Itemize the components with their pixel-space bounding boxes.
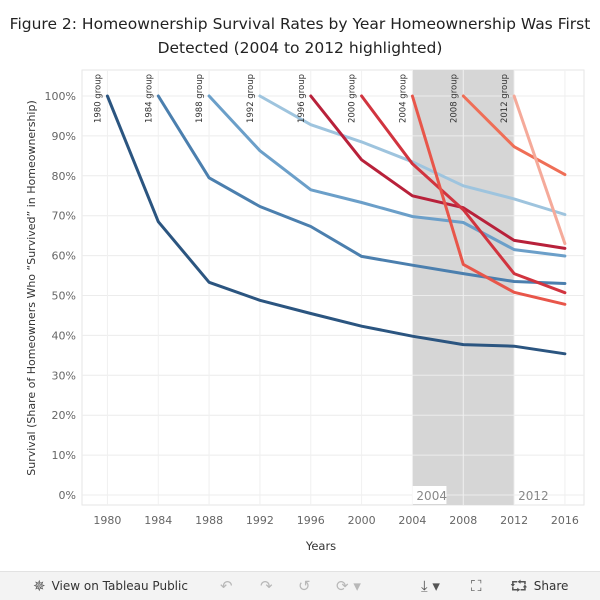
series-group-label: 1984 group [144,74,154,123]
series-line [105,94,567,356]
view-on-tableau-link[interactable]: ✵ View on Tableau Public [33,572,188,600]
y-tick-label: 40% [52,329,76,342]
x-tick-label: 1988 [195,514,223,527]
series-line [461,94,567,177]
x-tick-label: 1992 [246,514,274,527]
highlight-label-end: 2012 [518,489,549,503]
download-button[interactable]: ⤓ ▾ [421,572,440,600]
series-group-label: 2008 group [449,74,459,123]
revert-icon: ↺ [298,577,311,595]
x-tick-label: 1984 [144,514,172,527]
share-label: Share [533,579,569,593]
y-tick-label: 20% [52,409,76,422]
series-group-label: 2012 group [500,74,510,123]
undo-icon: ↶ [220,577,233,595]
series-line [156,94,567,285]
x-tick-label: 1980 [93,514,121,527]
share-button[interactable]: ⮔ Share [510,572,568,600]
series-group-label: 2000 group [348,74,358,123]
x-tick-label: 2004 [398,514,426,527]
series-group-label: 2004 group [398,74,408,123]
chart-title: Figure 2: Homeownership Survival Rates b… [0,12,600,60]
series-line [309,94,567,250]
tableau-icon: ✵ [33,577,46,595]
view-on-tableau-label: View on Tableau Public [51,579,188,593]
x-tick-label: 1996 [297,514,325,527]
fullscreen-icon: ⛶ [471,577,482,595]
y-tick-label: 80% [52,170,76,183]
download-icon: ⤓ ▾ [421,577,440,595]
y-tick-label: 100% [45,90,76,103]
y-tick-label: 30% [52,369,76,382]
series-group-label: 1980 group [93,74,103,123]
chart-title-line-1: Figure 2: Homeownership Survival Rates b… [9,15,591,33]
redo-icon: ↷ [260,577,273,595]
series-group-label: 1996 group [297,74,307,123]
x-tick-label: 2016 [551,514,579,527]
series-line [207,94,567,258]
x-tick-label: 2012 [500,514,528,527]
y-tick-label: 90% [52,130,76,143]
x-tick-label: 2000 [348,514,376,527]
refresh-button[interactable]: ⟳ ▾ [336,572,361,600]
series-line [410,94,567,306]
tableau-toolbar: ✵ View on Tableau Public ↶ ↷ ↺ ⟳ ▾ ⤓ ▾ ⛶… [0,571,600,600]
y-tick-label: 60% [52,250,76,263]
highlight-label-bg-start [412,486,447,504]
y-tick-label: 50% [52,290,76,303]
refresh-icon: ⟳ ▾ [336,577,361,595]
share-icon: ⮔ [510,577,528,595]
y-axis-title: Survival (Share of Homeowners Who “Survi… [25,100,38,475]
revert-button[interactable]: ↺ [298,572,311,600]
y-tick-label: 0% [59,489,76,502]
y-tick-label: 10% [52,449,76,462]
fullscreen-button[interactable]: ⛶ [471,572,482,600]
highlight-label-start: 2004 [416,489,447,503]
x-tick-label: 2008 [449,514,477,527]
undo-button[interactable]: ↶ [220,572,233,600]
series-line [512,94,567,246]
series-group-label: 1988 group [195,74,205,123]
x-axis-title: Years [305,539,336,553]
y-tick-label: 70% [52,210,76,223]
series-group-label: 1992 group [246,74,256,123]
redo-button[interactable]: ↷ [260,572,273,600]
chart-title-line-2: Detected (2004 to 2012 highlighted) [157,39,443,57]
line-chart: 2004 2012 0% 10% 20% 30% 40% 50% 60% 70% 80% 90% 100… [25,69,585,553]
series-line [360,94,567,295]
